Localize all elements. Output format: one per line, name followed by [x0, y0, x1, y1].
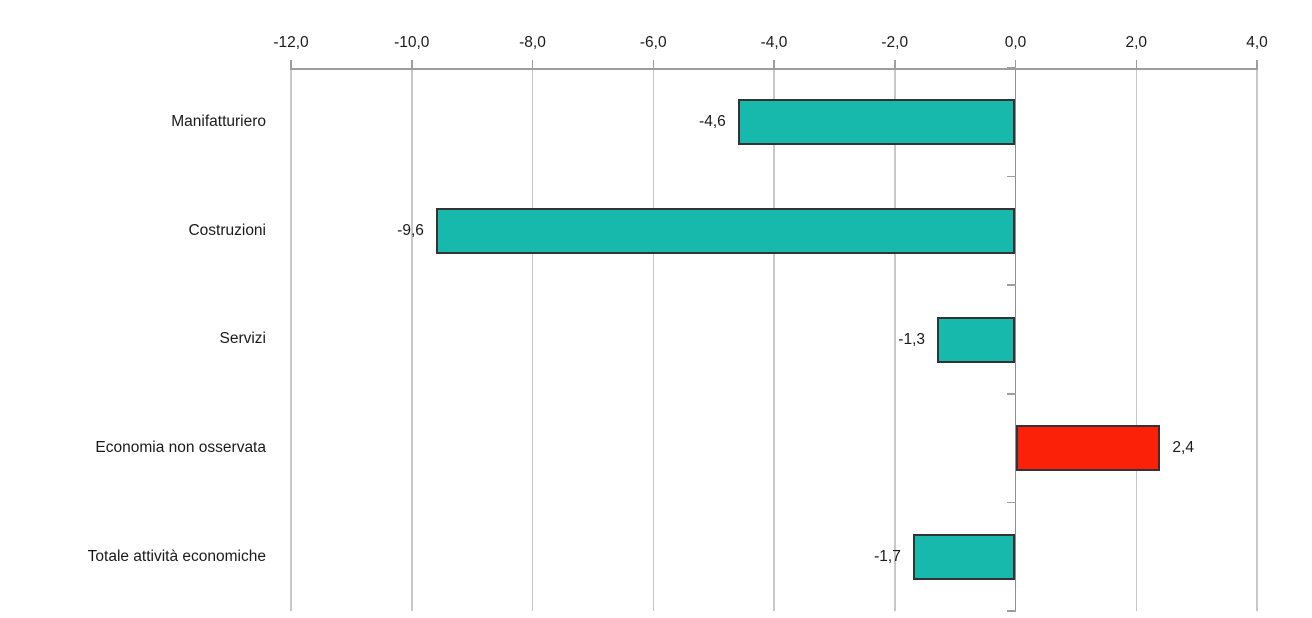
- x-tick-label: -2,0: [881, 34, 909, 51]
- x-tick-label: -8,0: [519, 34, 546, 51]
- bar: [435, 207, 1016, 254]
- category-axis-tick: [1006, 284, 1016, 286]
- x-tick-label: -10,0: [394, 34, 430, 51]
- x-tick-label: 2,0: [1125, 34, 1148, 51]
- x-axis-tick: [1135, 60, 1137, 70]
- category-axis-tick: [1006, 393, 1016, 395]
- value-label: -1,7: [874, 547, 901, 565]
- bar: [1015, 425, 1161, 472]
- category-axis-tick: [1006, 67, 1016, 69]
- category-axis-tick: [1006, 501, 1016, 504]
- x-axis-tick: [531, 60, 534, 70]
- value-label: -9,6: [397, 221, 424, 239]
- category-label: Totale attività economiche: [87, 547, 266, 565]
- x-tick-label: 0,0: [1004, 34, 1027, 51]
- category-label: Servizi: [219, 330, 266, 348]
- x-axis-tick: [773, 60, 775, 70]
- grid-line: [531, 68, 534, 611]
- bar: [737, 99, 1016, 146]
- bar: [912, 533, 1016, 580]
- x-axis-tick: [1014, 60, 1017, 70]
- value-label: 2,4: [1172, 439, 1194, 457]
- category-label: Manifatturiero: [171, 113, 266, 131]
- x-axis-tick: [1256, 60, 1258, 70]
- zero-grid-line: [1014, 68, 1017, 611]
- category-label: Economia non osservata: [95, 439, 266, 457]
- grid-line: [773, 68, 775, 611]
- x-tick-label: 4,0: [1246, 34, 1268, 51]
- x-tick-label: -4,0: [760, 34, 788, 51]
- category-axis-tick: [1006, 610, 1016, 612]
- category-axis-tick: [1006, 175, 1016, 178]
- x-tick-label: -6,0: [639, 34, 667, 51]
- bar: [937, 316, 1016, 363]
- x-axis-tick: [290, 60, 292, 70]
- value-label: -1,3: [898, 330, 925, 348]
- grid-line: [1135, 68, 1137, 611]
- grid-line: [1256, 68, 1258, 611]
- grid-line: [411, 68, 413, 611]
- x-axis-tick: [652, 60, 654, 70]
- x-axis-line: [291, 68, 1257, 70]
- x-axis-tick: [894, 60, 896, 70]
- value-label: -4,6: [699, 113, 726, 131]
- grid-line: [652, 68, 654, 611]
- category-label: Costruzioni: [188, 221, 266, 239]
- grid-line: [894, 68, 896, 611]
- grid-line: [290, 68, 292, 611]
- x-axis-tick: [411, 60, 413, 70]
- x-tick-label: -12,0: [273, 34, 309, 51]
